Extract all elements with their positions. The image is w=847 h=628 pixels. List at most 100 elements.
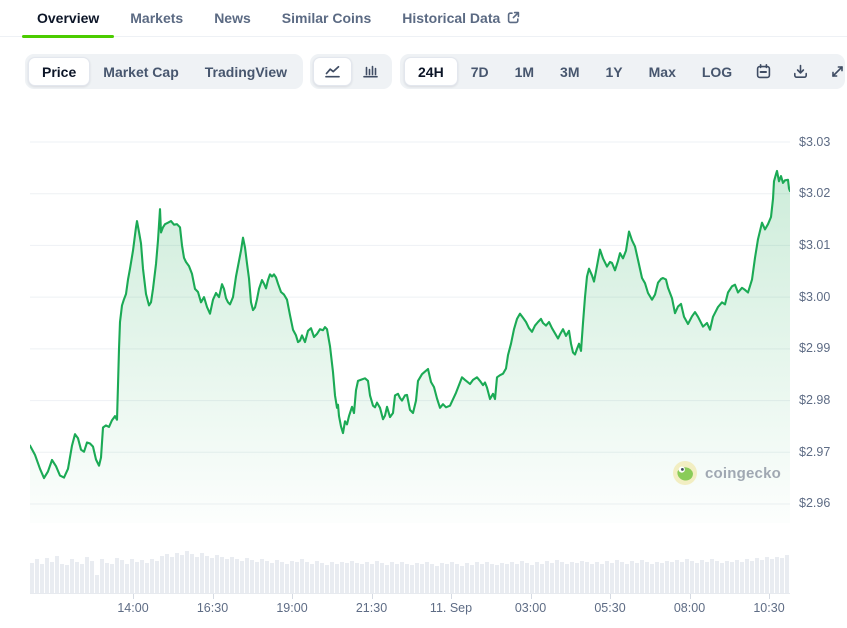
x-axis-tick <box>769 594 770 599</box>
tradingview-button[interactable]: TradingView <box>192 57 300 86</box>
bar-chart-type-button[interactable] <box>352 57 389 86</box>
range-1m-button[interactable]: 1M <box>502 57 547 86</box>
volume-bar <box>235 558 239 593</box>
watermark-label: coingecko <box>705 464 781 482</box>
volume-bar <box>565 564 569 593</box>
volume-bar <box>290 560 294 593</box>
tab-news[interactable]: News <box>214 0 251 37</box>
volume-bar <box>140 559 144 593</box>
volume-bar <box>665 560 669 593</box>
metric-segment: Price Market Cap TradingView <box>25 54 303 89</box>
range-24h-button[interactable]: 24H <box>404 57 458 86</box>
volume-bar <box>335 563 339 593</box>
volume-bar <box>570 561 574 593</box>
volume-bar <box>780 557 784 593</box>
volume-bar <box>690 561 694 593</box>
volume-bar <box>700 560 704 593</box>
volume-bar <box>125 563 129 593</box>
volume-bar <box>755 558 759 593</box>
download-chart-button[interactable] <box>782 57 819 86</box>
volume-bar <box>225 559 229 593</box>
bar-chart-icon <box>363 65 378 78</box>
log-scale-button[interactable]: LOG <box>689 57 745 86</box>
volume-bar <box>485 561 489 593</box>
tab-bar: Overview Markets News Similar Coins Hist… <box>0 0 847 38</box>
tab-historical-data-label: Historical Data <box>402 9 501 26</box>
volume-bar <box>500 562 504 593</box>
range-1y-button[interactable]: 1Y <box>593 57 636 86</box>
volume-bar <box>135 561 139 593</box>
volume-bar <box>40 564 44 593</box>
range-7d-button[interactable]: 7D <box>458 57 502 86</box>
volume-bar <box>205 555 209 593</box>
volume-bar <box>270 562 274 593</box>
volume-bar <box>130 559 134 593</box>
volume-bar <box>510 561 514 593</box>
volume-bar <box>560 562 564 593</box>
calendar-icon <box>757 64 771 79</box>
volume-bar <box>735 559 739 593</box>
date-picker-button[interactable] <box>745 57 782 86</box>
volume-bar <box>105 562 109 593</box>
volume-bar <box>185 551 189 593</box>
price-button[interactable]: Price <box>28 57 91 86</box>
volume-bar <box>655 561 659 593</box>
volume-bar <box>420 564 424 593</box>
line-chart-type-button[interactable] <box>313 57 352 86</box>
range-max-button[interactable]: Max <box>636 57 689 86</box>
tab-similar-coins[interactable]: Similar Coins <box>282 0 371 37</box>
volume-bar <box>760 559 764 593</box>
tab-similar-coins-label: Similar Coins <box>281 9 372 26</box>
volume-bar <box>220 556 224 593</box>
volume-bar <box>645 562 649 593</box>
volume-bar <box>150 558 154 593</box>
volume-bar <box>425 561 429 593</box>
price-chart-area[interactable] <box>30 125 790 525</box>
volume-bar <box>505 564 509 593</box>
volume-bar <box>435 565 439 593</box>
market-cap-button[interactable]: Market Cap <box>90 57 191 86</box>
y-axis-label: $3.02 <box>799 186 831 201</box>
volume-bar <box>70 559 74 593</box>
volume-bar <box>260 559 264 593</box>
volume-bar <box>440 563 444 593</box>
tab-markets[interactable]: Markets <box>130 0 183 37</box>
line-chart-icon <box>325 65 340 78</box>
tab-overview[interactable]: Overview <box>21 0 115 38</box>
volume-bar <box>480 564 484 593</box>
volume-bar <box>770 559 774 593</box>
volume-bar <box>410 565 414 593</box>
volume-bar <box>340 561 344 593</box>
volume-bar <box>375 561 379 593</box>
fullscreen-button[interactable] <box>819 57 847 86</box>
volume-bar <box>465 563 469 593</box>
volume-bar <box>590 564 594 593</box>
volume-bar <box>190 554 194 593</box>
volume-bar <box>100 559 104 593</box>
y-axis-label: $2.98 <box>799 393 831 408</box>
volume-bar <box>625 563 629 593</box>
volume-bar <box>550 562 554 593</box>
volume-bar <box>390 562 394 593</box>
volume-bar <box>120 560 124 593</box>
volume-bar <box>85 557 89 593</box>
volume-bar <box>430 563 434 593</box>
x-axis-labels: 14:00 16:30 19:00 21:30 11. Sep 03:00 05:30 08:… <box>30 601 790 617</box>
volume-bar <box>615 560 619 593</box>
volume-bar <box>725 560 729 593</box>
volume-bar <box>315 561 319 593</box>
volume-bar <box>55 556 59 593</box>
volume-bar <box>445 564 449 593</box>
volume-bar <box>470 564 474 593</box>
volume-bar <box>350 560 354 593</box>
y-axis-label: $3.00 <box>799 289 831 304</box>
range-3m-button[interactable]: 3M <box>547 57 592 86</box>
volume-bar <box>395 564 399 593</box>
volume-bar <box>775 556 779 593</box>
tab-historical-data[interactable]: Historical Data <box>402 0 521 37</box>
volume-bar <box>330 561 334 593</box>
x-axis-tick <box>610 594 611 599</box>
volume-bar <box>785 555 789 593</box>
volume-bar <box>640 560 644 593</box>
